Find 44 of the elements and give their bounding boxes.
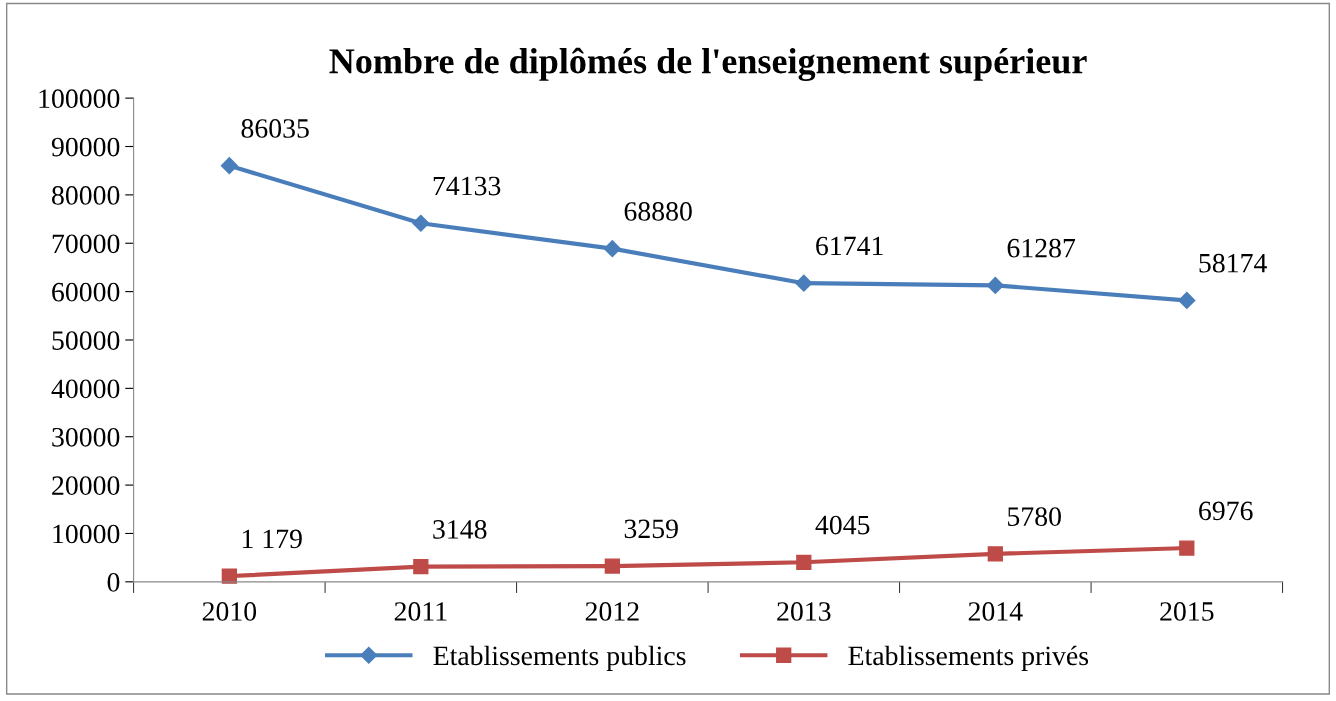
y-tick-label: 0 [107,573,120,592]
data-label: 6976 [1199,501,1253,521]
point [413,558,429,575]
point [412,214,430,232]
y-tick-label: 50000 [52,331,120,350]
y-tick-label: 90000 [51,137,120,157]
y-tick-label: 100000 [39,89,120,109]
data-label: 1 179 [242,529,302,549]
x-tick-label: 2013 [777,602,831,621]
point [603,240,621,258]
data-label: 61741 [816,236,883,256]
data-label: 68880 [624,202,692,221]
x-tick-label: 2014 [968,602,1023,621]
data-label: 3148 [433,519,487,539]
data-label: 3259 [624,519,678,539]
data-label: 5780 [1008,507,1061,527]
point [220,157,238,175]
point [986,276,1004,294]
point [1178,291,1196,310]
legend-label: Etablissements publics [433,645,686,671]
point [795,274,813,292]
y-tick-label: 60000 [52,282,120,302]
data-label: 74133 [433,176,501,196]
y-tick-label: 30000 [52,427,120,447]
y-tick-label: 40000 [51,379,120,399]
x-tick-label: 2011 [394,602,447,621]
point [796,554,812,570]
x-tick-label: 2012 [585,602,639,621]
y-tick-label: 10000 [53,524,120,544]
x-tick-label: 2015 [1160,602,1214,621]
point [221,568,237,584]
point [1179,540,1195,556]
legend-label: Etablissements privés [848,645,1089,671]
data-label: 58174 [1199,253,1267,273]
y-tick-label: 70000 [52,234,120,254]
data-label: 4045 [815,515,870,535]
x-tick-label: 2010 [202,602,257,621]
data-label: 86035 [241,119,309,138]
chart-title: Nombre de diplômés de l'enseignement supérieur [329,47,1087,82]
y-tick-label: 20000 [52,476,120,495]
y-tick-label: 80000 [52,186,120,205]
point [987,546,1003,562]
point [604,558,620,574]
data-label: 61287 [1007,238,1076,258]
